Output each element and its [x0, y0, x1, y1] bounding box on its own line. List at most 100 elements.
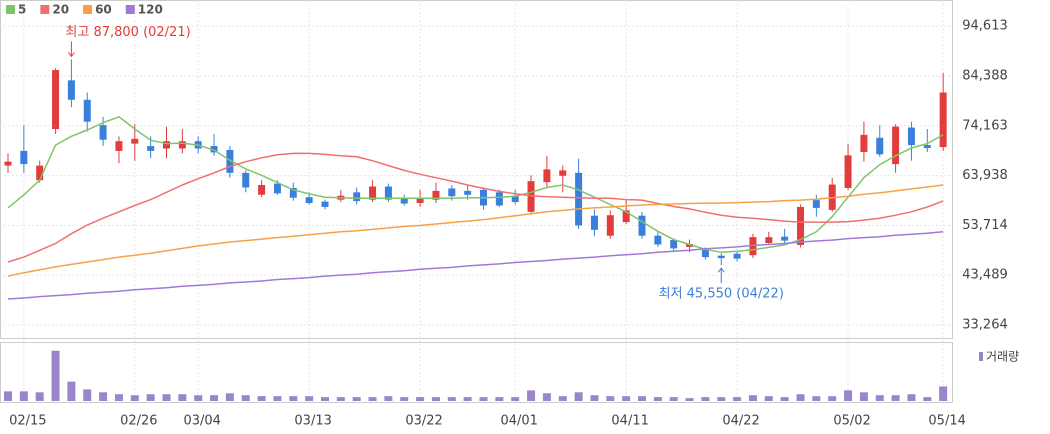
candle-body [416, 198, 424, 204]
ma-line [7, 231, 944, 300]
volume-bar [305, 396, 314, 401]
candle-body [289, 187, 297, 198]
legend-swatch [83, 5, 93, 14]
volume-bar [146, 394, 155, 401]
volume-bar [574, 392, 583, 401]
candle-body [575, 172, 583, 226]
volume-bar [622, 396, 631, 401]
volume-bar [463, 397, 472, 401]
candle-body [638, 215, 646, 236]
volume-bar [67, 381, 76, 401]
volume-bar [812, 396, 821, 401]
candle-body [305, 197, 313, 204]
x-tick-label: 02/26 [120, 414, 157, 429]
candle-body [892, 126, 900, 165]
candle-body [52, 70, 60, 130]
volume-bar [321, 397, 329, 401]
volume-bar [35, 392, 44, 401]
candle-body [733, 253, 741, 259]
x-tick-label: 03/22 [405, 414, 442, 429]
ma-line [7, 152, 944, 263]
x-tick-label: 04/01 [500, 414, 537, 429]
volume-bar [542, 393, 551, 401]
volume-bar [875, 395, 884, 401]
candle-body [717, 255, 725, 259]
candle-body [83, 99, 91, 122]
volume-bar [273, 396, 282, 401]
volume-bar [479, 397, 488, 401]
volume-bar [701, 397, 710, 401]
candle-body [20, 150, 28, 165]
volume-bar [210, 395, 219, 401]
volume-bar [844, 390, 853, 401]
volume-bar [289, 396, 298, 401]
max-annotation: 최고 87,800 (02/21) [65, 25, 190, 40]
candle-body [273, 183, 281, 194]
candle-body [448, 188, 456, 197]
min-annotation: 최저 45,550 (04/22) [659, 287, 784, 302]
volume-bar [527, 390, 536, 401]
volume-bar [590, 395, 599, 401]
volume-bar [400, 397, 409, 401]
x-tick-label: 02/15 [9, 414, 46, 429]
candle-body [321, 201, 329, 207]
candle-body [163, 141, 170, 149]
volume-bar [162, 394, 171, 401]
volume-bar [194, 395, 203, 401]
candle-body [606, 215, 614, 236]
candle-body [907, 127, 915, 146]
candle-body [67, 80, 75, 100]
candle-body [226, 149, 234, 173]
volume-bar [558, 396, 567, 401]
y-tick-label: 94,613 [962, 19, 1008, 34]
volume-bar [748, 395, 757, 401]
candle-body [353, 192, 361, 202]
candle-body [99, 125, 107, 140]
candle-body [654, 235, 662, 245]
volume-bar [178, 394, 187, 401]
candle-body [511, 195, 519, 203]
y-tick-label: 74,163 [962, 118, 1008, 133]
legend-swatch [6, 5, 15, 14]
x-tick-label: 03/13 [294, 414, 331, 429]
ma-line [7, 184, 944, 277]
legend-swatch [40, 5, 50, 14]
volume-bar [19, 391, 28, 401]
price-panel [0, 0, 953, 339]
volume-bar [764, 396, 773, 401]
volume-bar [796, 394, 805, 401]
volume-bar [606, 396, 615, 401]
candle-body [939, 92, 947, 148]
x-tick-label: 04/11 [611, 414, 648, 429]
ma-line [7, 115, 944, 254]
candle-body [701, 249, 709, 258]
x-tick-label: 03/04 [183, 414, 220, 429]
volume-bar [431, 397, 440, 401]
candle-body [781, 236, 789, 241]
legend-label: 20 [52, 3, 69, 17]
volume-bar [511, 397, 520, 401]
volume-bar [685, 398, 694, 401]
candle-body [590, 215, 598, 230]
volume-bar [447, 397, 456, 401]
candle-body [860, 134, 868, 152]
volume-bar [638, 396, 646, 401]
volume-bar [923, 397, 932, 401]
candle-body [242, 172, 250, 188]
candle-body [812, 200, 820, 208]
volume-bar [4, 391, 12, 401]
candle-body [844, 155, 852, 188]
volume-bar [717, 397, 726, 401]
min-arrow [717, 267, 725, 284]
y-tick-label: 53,714 [962, 218, 1008, 233]
volume-bar [939, 386, 948, 401]
volume-bar [114, 394, 123, 401]
volume-bar [653, 397, 662, 401]
x-tick-label: 05/02 [833, 414, 870, 429]
volume-bar [495, 397, 504, 401]
volume-bar [130, 395, 139, 401]
candle-body [495, 192, 503, 206]
volume-bar [780, 397, 789, 401]
candle-body [384, 186, 392, 200]
x-tick-label: 05/14 [928, 414, 965, 429]
